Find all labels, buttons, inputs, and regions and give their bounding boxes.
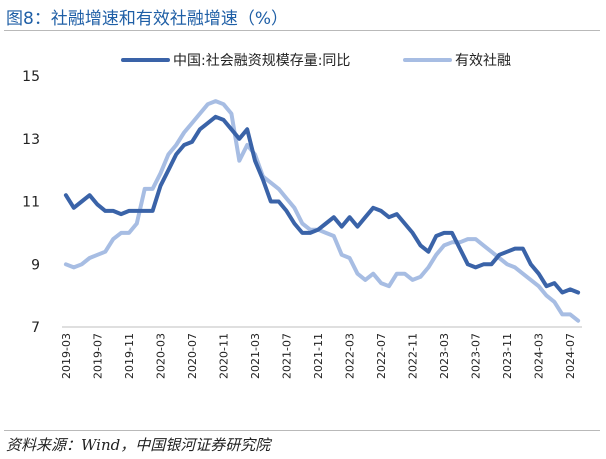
x-tick-label: 2023-11 — [501, 333, 514, 379]
legend-label-2: 有效社融 — [455, 53, 511, 69]
x-tick-label: 2023-03 — [438, 333, 451, 379]
y-tick-label: 9 — [31, 257, 40, 273]
series-layer — [63, 99, 581, 323]
line-chart: 7 9 11 13 15 2019-03 2019-07 2019-11 2020-03 2020… — [22, 53, 582, 379]
legend: 中国:社会融资规模存量:同比 有效社融 — [121, 53, 511, 69]
y-tick-label: 15 — [22, 69, 40, 85]
x-tick-label: 2022-03 — [344, 333, 357, 379]
series-line-1 — [63, 114, 581, 295]
source-note: 资料来源：Wind，中国银河证券研究院 — [6, 436, 271, 454]
series-line-2 — [63, 99, 581, 323]
x-tick-label: 2021-07 — [281, 333, 294, 379]
x-tick-label: 2022-07 — [375, 333, 388, 379]
y-tick-label: 7 — [31, 320, 40, 336]
x-tick-label: 2020-07 — [186, 333, 199, 379]
x-tick-label: 2019-07 — [91, 333, 104, 379]
x-tick-label: 2019-11 — [123, 333, 136, 379]
x-tick-label: 2023-07 — [470, 333, 483, 379]
x-tick-label: 2024-03 — [533, 333, 546, 379]
bottom-divider — [4, 430, 600, 431]
x-tick-label: 2021-03 — [249, 333, 262, 379]
x-tick-label: 2020-11 — [218, 333, 231, 379]
chart-title: 图8：社融增速和有效社融增速（%） — [6, 9, 288, 29]
x-tick-label: 2024-07 — [564, 333, 577, 379]
x-tick-label: 2020-03 — [154, 333, 167, 379]
axes-layer: 7 9 11 13 15 2019-03 2019-07 2019-11 2020-03 2020… — [22, 69, 582, 379]
x-tick-label: 2022-11 — [407, 333, 420, 379]
top-divider — [4, 30, 600, 31]
legend-label-1: 中国:社会融资规模存量:同比 — [173, 53, 350, 69]
y-tick-label: 13 — [22, 132, 40, 148]
x-tick-label: 2019-03 — [60, 333, 73, 379]
y-tick-label: 11 — [22, 195, 40, 211]
x-tick-label: 2021-11 — [312, 333, 325, 379]
